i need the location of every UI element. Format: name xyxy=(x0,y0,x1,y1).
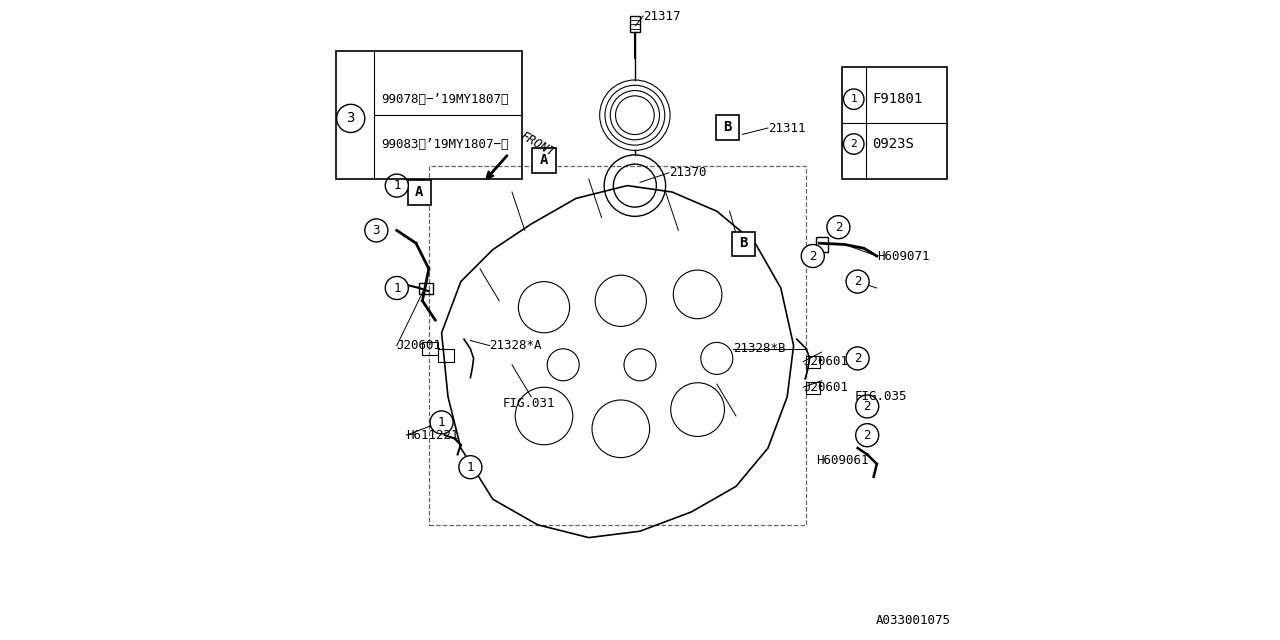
Circle shape xyxy=(365,219,388,242)
Bar xyxy=(422,342,438,355)
Circle shape xyxy=(385,174,408,197)
Text: 2: 2 xyxy=(854,275,861,288)
Bar xyxy=(420,283,433,294)
Text: 2: 2 xyxy=(864,400,870,413)
Text: 0923S: 0923S xyxy=(873,137,914,151)
Text: 21370: 21370 xyxy=(668,166,707,179)
Bar xyxy=(716,115,739,140)
Text: 21311: 21311 xyxy=(768,122,805,134)
Text: 2: 2 xyxy=(809,250,817,262)
Text: 2: 2 xyxy=(850,139,858,149)
Text: J20601: J20601 xyxy=(804,355,849,368)
Bar xyxy=(438,349,454,362)
Circle shape xyxy=(856,424,879,447)
Text: 99083（’19MY1807−）: 99083（’19MY1807−） xyxy=(381,138,508,150)
Text: 3: 3 xyxy=(347,111,355,125)
Text: 21328*B: 21328*B xyxy=(732,342,786,355)
Text: B: B xyxy=(740,236,748,250)
Text: J20601: J20601 xyxy=(397,339,442,352)
Text: 1: 1 xyxy=(438,416,445,429)
Text: A: A xyxy=(415,185,424,199)
Text: FIG.035: FIG.035 xyxy=(855,390,908,403)
Text: 3: 3 xyxy=(372,224,380,237)
Text: 99078（−’19MY1807）: 99078（−’19MY1807） xyxy=(381,93,508,106)
Circle shape xyxy=(846,347,869,370)
Circle shape xyxy=(827,216,850,239)
Circle shape xyxy=(844,134,864,154)
Text: J20601: J20601 xyxy=(804,381,849,394)
Bar xyxy=(335,51,522,179)
Text: A033001075: A033001075 xyxy=(876,614,950,627)
Bar xyxy=(630,16,640,32)
Text: FIG.031: FIG.031 xyxy=(502,397,556,410)
Bar xyxy=(806,382,820,394)
Text: 2: 2 xyxy=(854,352,861,365)
Text: 1: 1 xyxy=(393,282,401,294)
Bar xyxy=(842,67,947,179)
Circle shape xyxy=(844,89,864,109)
Text: 1: 1 xyxy=(850,94,858,104)
Bar xyxy=(532,148,556,173)
Text: F91801: F91801 xyxy=(873,92,923,106)
Circle shape xyxy=(801,244,824,268)
Bar xyxy=(806,356,820,368)
Circle shape xyxy=(856,395,879,418)
Circle shape xyxy=(460,456,481,479)
Circle shape xyxy=(337,104,365,132)
Text: 2: 2 xyxy=(864,429,870,442)
Bar xyxy=(732,232,755,256)
Text: A: A xyxy=(540,153,548,167)
Text: B: B xyxy=(723,120,731,134)
Text: 21317: 21317 xyxy=(644,10,681,22)
Bar xyxy=(817,237,828,252)
Bar xyxy=(407,180,430,205)
Text: H609071: H609071 xyxy=(877,250,929,262)
Circle shape xyxy=(846,270,869,293)
Text: 21328*A: 21328*A xyxy=(490,339,543,352)
Text: 2: 2 xyxy=(835,221,842,234)
Text: 1: 1 xyxy=(467,461,474,474)
Text: H611221: H611221 xyxy=(407,429,460,442)
Text: H609061: H609061 xyxy=(817,454,869,467)
Text: FRONT: FRONT xyxy=(518,129,557,159)
Text: 1: 1 xyxy=(393,179,401,192)
Circle shape xyxy=(430,411,453,434)
Circle shape xyxy=(385,276,408,300)
